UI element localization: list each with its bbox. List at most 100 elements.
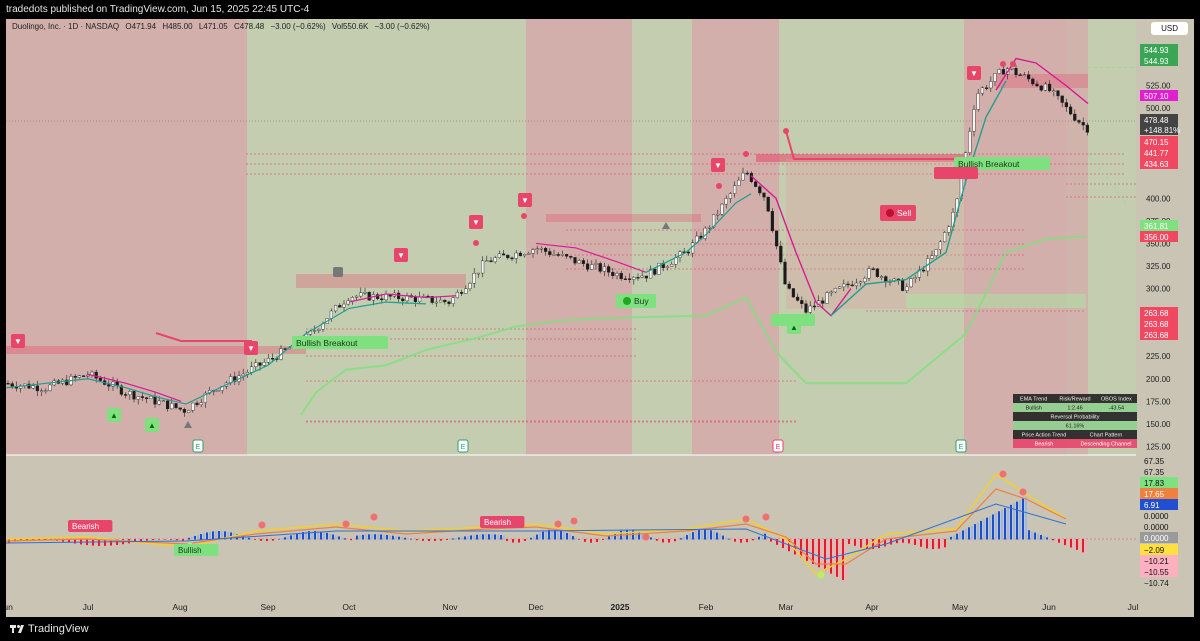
candle-body xyxy=(947,226,951,233)
candle-body xyxy=(657,262,661,275)
candle-body xyxy=(485,260,489,262)
histogram-bar xyxy=(548,529,550,540)
sell-signal-arrow: ▼ xyxy=(521,196,529,205)
oscillator-label: Bearish xyxy=(484,518,511,527)
histogram-bar xyxy=(296,533,298,540)
sell-signal-arrow: ▼ xyxy=(247,344,255,353)
histogram-bar xyxy=(941,539,943,549)
time-tick-label: Feb xyxy=(699,602,714,612)
info-table-cell: Bullish xyxy=(1026,406,1042,412)
histogram-bar xyxy=(1061,539,1063,544)
histogram-bar xyxy=(440,539,442,541)
candle-body xyxy=(481,260,485,274)
histogram-bar xyxy=(29,539,31,540)
histogram-bar xyxy=(539,533,541,540)
oscillator-badge xyxy=(1140,544,1178,555)
sell-signal-arrow: ▼ xyxy=(14,337,22,346)
histogram-bar xyxy=(1007,506,1009,540)
histogram-bar xyxy=(827,539,829,573)
oscillator-badge-label: 6.91 xyxy=(1144,501,1160,510)
histogram-bar xyxy=(149,539,151,541)
candle-body xyxy=(1039,85,1043,91)
price-tick-label: 300.00 xyxy=(1146,285,1171,294)
oscillator-dot xyxy=(258,521,266,529)
histogram-bar xyxy=(482,534,484,540)
time-tick-label: Dec xyxy=(528,602,544,612)
candle-body xyxy=(796,296,800,301)
histogram-bar xyxy=(380,534,382,540)
histogram-bar xyxy=(761,535,763,540)
publish-header: tradedots published on TradingView.com, … xyxy=(0,0,1200,19)
histogram-bar xyxy=(746,539,748,543)
price-chart-svg[interactable]: ▼ ▼ ▼ ▼ ▼ ▼ ▼ ▲ ▲ ▲ Bullish Breakout Bullish Breako… xyxy=(6,19,1194,617)
histogram-bar xyxy=(974,524,976,540)
histogram-bar xyxy=(377,534,379,540)
currency-button[interactable]: USD xyxy=(1151,22,1188,35)
histogram-bar xyxy=(1019,500,1021,540)
ema-slow-line xyxy=(995,57,1089,105)
support-zone xyxy=(906,294,1086,308)
time-tick-label: Oct xyxy=(342,602,356,612)
histogram-bar xyxy=(1034,532,1036,540)
footer-brand[interactable]: TradingView xyxy=(28,623,89,635)
sell-signal-marker xyxy=(469,215,483,229)
candle-body xyxy=(363,292,367,294)
histogram-bar xyxy=(101,539,103,546)
bullish-breakout-label: Bullish Breakout xyxy=(958,159,1020,169)
histogram-bar xyxy=(293,534,295,540)
candle-body xyxy=(216,390,220,392)
oscillator-dot xyxy=(817,571,825,579)
candle-body xyxy=(1085,124,1089,133)
histogram-bar xyxy=(443,539,445,541)
histogram-bar xyxy=(341,537,343,540)
histogram-bar xyxy=(884,539,886,547)
histogram-bar xyxy=(542,531,544,540)
candle-body xyxy=(922,269,926,272)
candle-body xyxy=(989,81,993,89)
candle-body xyxy=(846,283,850,286)
candle-body xyxy=(443,299,447,303)
candle-body xyxy=(1060,95,1064,103)
histogram-bar xyxy=(1058,539,1060,543)
candle-body xyxy=(31,385,35,389)
price-badge-label: 263.68 xyxy=(1144,320,1169,329)
price-badge xyxy=(1140,136,1178,147)
candle-body xyxy=(334,305,338,312)
candle-body xyxy=(460,292,464,294)
earnings-label: E xyxy=(461,444,466,451)
candle-body xyxy=(199,402,203,405)
histogram-bar xyxy=(965,528,967,540)
histogram-bar xyxy=(590,539,592,543)
histogram-bar xyxy=(224,531,226,540)
volume-value: Vol550.6K xyxy=(331,22,369,31)
candle-body xyxy=(476,272,480,275)
ema-fast-line xyxy=(830,80,1007,317)
candle-body xyxy=(157,400,161,405)
histogram-bar xyxy=(1022,498,1024,540)
histogram-bar xyxy=(383,534,385,540)
oscillator-dot xyxy=(1019,488,1027,496)
symbol-title[interactable]: Duolingo, Inc. · 1D · NASDAQ xyxy=(12,22,120,31)
projection-line xyxy=(1087,67,1136,204)
histogram-bar xyxy=(221,531,223,540)
histogram-bar xyxy=(662,539,664,543)
histogram-bar xyxy=(851,539,853,545)
candle-body xyxy=(804,303,808,313)
histogram-bar xyxy=(248,537,250,540)
histogram-bar xyxy=(1064,539,1066,546)
candle-body xyxy=(707,226,711,229)
buy-signal-arrow: ▲ xyxy=(790,323,798,332)
histogram-bar xyxy=(422,539,424,541)
histogram-bar xyxy=(26,539,28,541)
histogram-bar xyxy=(860,539,862,548)
candle-body xyxy=(905,286,909,291)
price-tick-label: 400.00 xyxy=(1146,194,1171,203)
oscillator-badge-label: −10.74 xyxy=(1144,579,1169,588)
price-badge-label: 263.68 xyxy=(1144,309,1169,318)
price-tick-label: 500.00 xyxy=(1146,104,1171,113)
candle-body xyxy=(745,172,749,175)
chart-area[interactable]: ▼ ▼ ▼ ▼ ▼ ▼ ▼ ▲ ▲ ▲ Bullish Breakout Bullish Breako… xyxy=(6,19,1194,617)
warning-label-bg xyxy=(934,167,978,179)
time-tick-label: Jul xyxy=(1128,602,1139,612)
time-tick-label: Aug xyxy=(172,602,187,612)
